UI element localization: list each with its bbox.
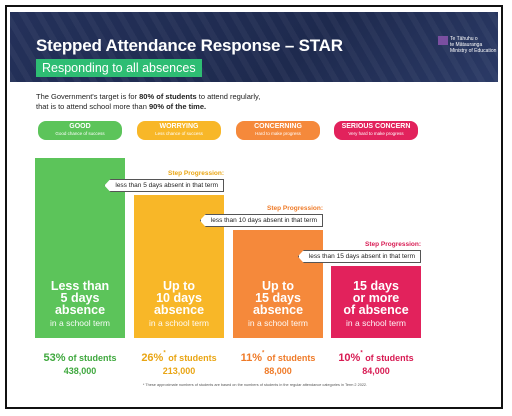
subtitle: Responding to all absences	[36, 59, 202, 77]
stat-count: 438,000	[63, 366, 97, 376]
pill-label: CONCERNING	[254, 123, 302, 130]
intro-bold: 80% of students	[139, 92, 197, 101]
level-column: Up to 15 days absence in a school term	[233, 230, 323, 338]
level-pill: SERIOUS CONCERN Very hard to make progres…	[334, 121, 418, 140]
column-text: 10 days	[156, 291, 202, 305]
title-text: Stepped Attendance Response –	[36, 36, 299, 55]
stat-pct: 11%	[240, 352, 263, 364]
step-label: Step Progression:	[365, 241, 421, 248]
step-label: Step Progression:	[267, 205, 323, 212]
column-text: 15 days	[255, 291, 301, 305]
intro-bold: 90% of the time.	[148, 102, 207, 111]
column-term: in a school term	[346, 318, 406, 328]
stat-mark: *	[163, 350, 166, 357]
level-column: Up to 10 days absence in a school term	[134, 195, 224, 338]
level-pill: GOOD Good chance of success	[38, 121, 122, 140]
stat-count: 88,000	[264, 366, 292, 376]
pill-sub: Hard to make progress	[255, 131, 301, 136]
logo: Te Tāhuhu o te Mātauranga Ministry of Educ…	[438, 36, 498, 54]
stat-pct: 10%	[338, 352, 361, 364]
stat-tail: of students	[362, 353, 414, 363]
logo-line: Ministry of Education	[450, 48, 497, 54]
column-term: in a school term	[50, 318, 110, 328]
level-column: 15 days or more of absence in a school term	[331, 266, 421, 338]
stat: 11%* of students 88,000	[233, 348, 323, 376]
column-text: Up to	[163, 279, 195, 293]
column-text: Less than	[50, 279, 110, 293]
stat-count: 213,000	[162, 366, 196, 376]
frame	[5, 5, 503, 409]
pill-sub: Very hard to make progress	[348, 131, 404, 136]
column-text: of absence	[343, 303, 409, 317]
footnote: * These approximate numbers of students …	[142, 383, 368, 387]
intro-text: that is to attend school more than	[36, 102, 149, 111]
logo-line: te Mātauranga	[450, 42, 483, 48]
stat-mark: *	[262, 350, 265, 357]
pill-sub: Good chance of success	[55, 131, 105, 136]
step-box: less than 15 days absent in that term	[297, 250, 421, 263]
stat: 53% of students 438,000	[35, 348, 125, 376]
column-text: Up to	[262, 279, 294, 293]
column-text: 15 days	[353, 279, 399, 293]
stat: 26%* of students 213,000	[134, 348, 224, 376]
stat-pct: 53%	[43, 352, 66, 364]
intro: The Government's target is for 80% of st…	[36, 92, 260, 112]
step-box: less than 5 days absent in that term	[104, 179, 224, 192]
pill-label: WORRYING	[159, 123, 199, 130]
column-text: absence	[54, 303, 106, 317]
stat-tail: of students	[165, 353, 217, 363]
column-text: or more	[352, 291, 400, 305]
column-term: in a school term	[248, 318, 308, 328]
step-label: Step Progression:	[168, 170, 224, 177]
stat-mark: *	[360, 350, 363, 357]
column-text: absence	[252, 303, 304, 317]
stat: 10%* of students 84,000	[331, 348, 421, 376]
stat-pct: 26%	[141, 352, 164, 364]
stat-count: 84,000	[362, 366, 390, 376]
intro-text: The Government's target is for	[36, 92, 140, 101]
logo-line: Te Tāhuhu o	[450, 36, 478, 42]
column-text: absence	[153, 303, 205, 317]
level-pill: WORRYING Less chance of success	[137, 121, 221, 140]
level-pill: CONCERNING Hard to make progress	[236, 121, 320, 140]
stat-tail: of students	[65, 353, 117, 363]
title-bold: STAR	[298, 36, 343, 55]
title: Stepped Attendance Response – STAR	[36, 36, 343, 56]
pill-label: GOOD	[69, 123, 91, 130]
column-text: 5 days	[60, 291, 100, 305]
pill-label: SERIOUS CONCERN	[341, 123, 411, 130]
stat-tail: of students	[264, 353, 316, 363]
column-term: in a school term	[149, 318, 209, 328]
logo-text: Te Tāhuhu o te Mātauranga Ministry of Educ…	[450, 36, 496, 54]
pill-sub: Less chance of success	[155, 131, 203, 136]
step-box: less than 10 days absent in that term	[199, 214, 323, 227]
intro-text: to attend regularly,	[196, 92, 261, 101]
